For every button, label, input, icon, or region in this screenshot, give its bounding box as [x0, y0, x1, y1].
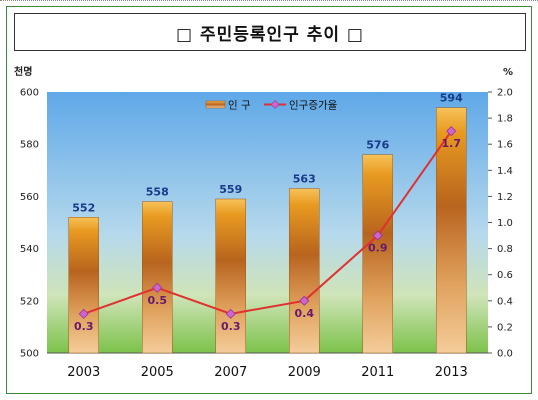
bar-value-label: 563 [293, 173, 316, 186]
growth-rate-label: 0.9 [368, 242, 388, 255]
bar-value-label: 558 [146, 186, 169, 199]
population-bar [362, 154, 393, 354]
growth-rate-label: 1.7 [442, 137, 462, 150]
legend-line-label: 인구증가율 [289, 100, 338, 112]
growth-rate-marker [299, 295, 310, 306]
bar-value-label: 559 [219, 183, 242, 196]
left-tick-label: 580 [20, 140, 39, 151]
right-tick-label: 0.2 [497, 322, 513, 333]
right-tick-label: 1.4 [497, 166, 513, 177]
title-box: □ 주민등록인구 추이 □ [14, 13, 526, 51]
bar-value-label: 552 [72, 201, 95, 214]
right-axis-unit: % [503, 67, 514, 78]
legend-bar-label: 인 구 [228, 100, 251, 112]
left-tick-label: 600 [20, 88, 39, 99]
left-tick-label: 540 [20, 244, 39, 255]
right-tick-label: 0.8 [497, 244, 513, 255]
legend-bar-swatch [205, 100, 226, 109]
growth-rate-marker [78, 308, 89, 319]
growth-rate-label: 0.4 [295, 307, 315, 320]
right-tick-label: 2.0 [497, 88, 513, 99]
x-tick-label: 2009 [288, 365, 321, 380]
plot-background [47, 92, 488, 353]
growth-rate-line [83, 130, 453, 315]
growth-rate-marker [225, 308, 236, 319]
x-tick-label: 2011 [361, 365, 394, 380]
x-tick-label: 2007 [214, 365, 247, 380]
growth-rate-marker [372, 230, 383, 241]
right-tick-label: 1.0 [497, 218, 513, 229]
bar-value-label: 594 [440, 92, 463, 105]
population-bar [215, 198, 246, 354]
page-title: □ 주민등록인구 추이 □ [176, 24, 364, 45]
left-tick-label: 520 [20, 296, 39, 307]
population-bar [289, 188, 320, 354]
right-tick-label: 0.0 [497, 349, 513, 360]
left-tick-label: 560 [20, 192, 39, 203]
right-tick-label: 1.2 [497, 192, 513, 203]
left-axis-unit: 천명 [14, 67, 33, 78]
growth-rate-marker [152, 282, 163, 293]
bar-value-label: 576 [366, 139, 389, 152]
growth-rate-label: 0.3 [74, 320, 94, 333]
right-tick-label: 0.6 [497, 270, 513, 281]
growth-rate-marker [446, 126, 457, 137]
right-tick-label: 1.8 [497, 114, 513, 125]
growth-rate-label: 0.3 [221, 320, 241, 333]
x-tick-label: 2003 [67, 365, 100, 380]
legend-line-marker [270, 100, 280, 109]
left-tick-label: 500 [20, 349, 39, 360]
right-tick-label: 0.4 [497, 296, 513, 307]
x-tick-label: 2005 [141, 365, 174, 380]
right-tick-label: 1.6 [497, 140, 513, 151]
top-dotted-rule [0, 0, 538, 2]
growth-rate-label: 0.5 [148, 294, 168, 307]
population-bar [142, 201, 173, 354]
x-tick-label: 2013 [435, 365, 468, 380]
population-bar [68, 217, 99, 354]
population-bar [436, 107, 467, 354]
